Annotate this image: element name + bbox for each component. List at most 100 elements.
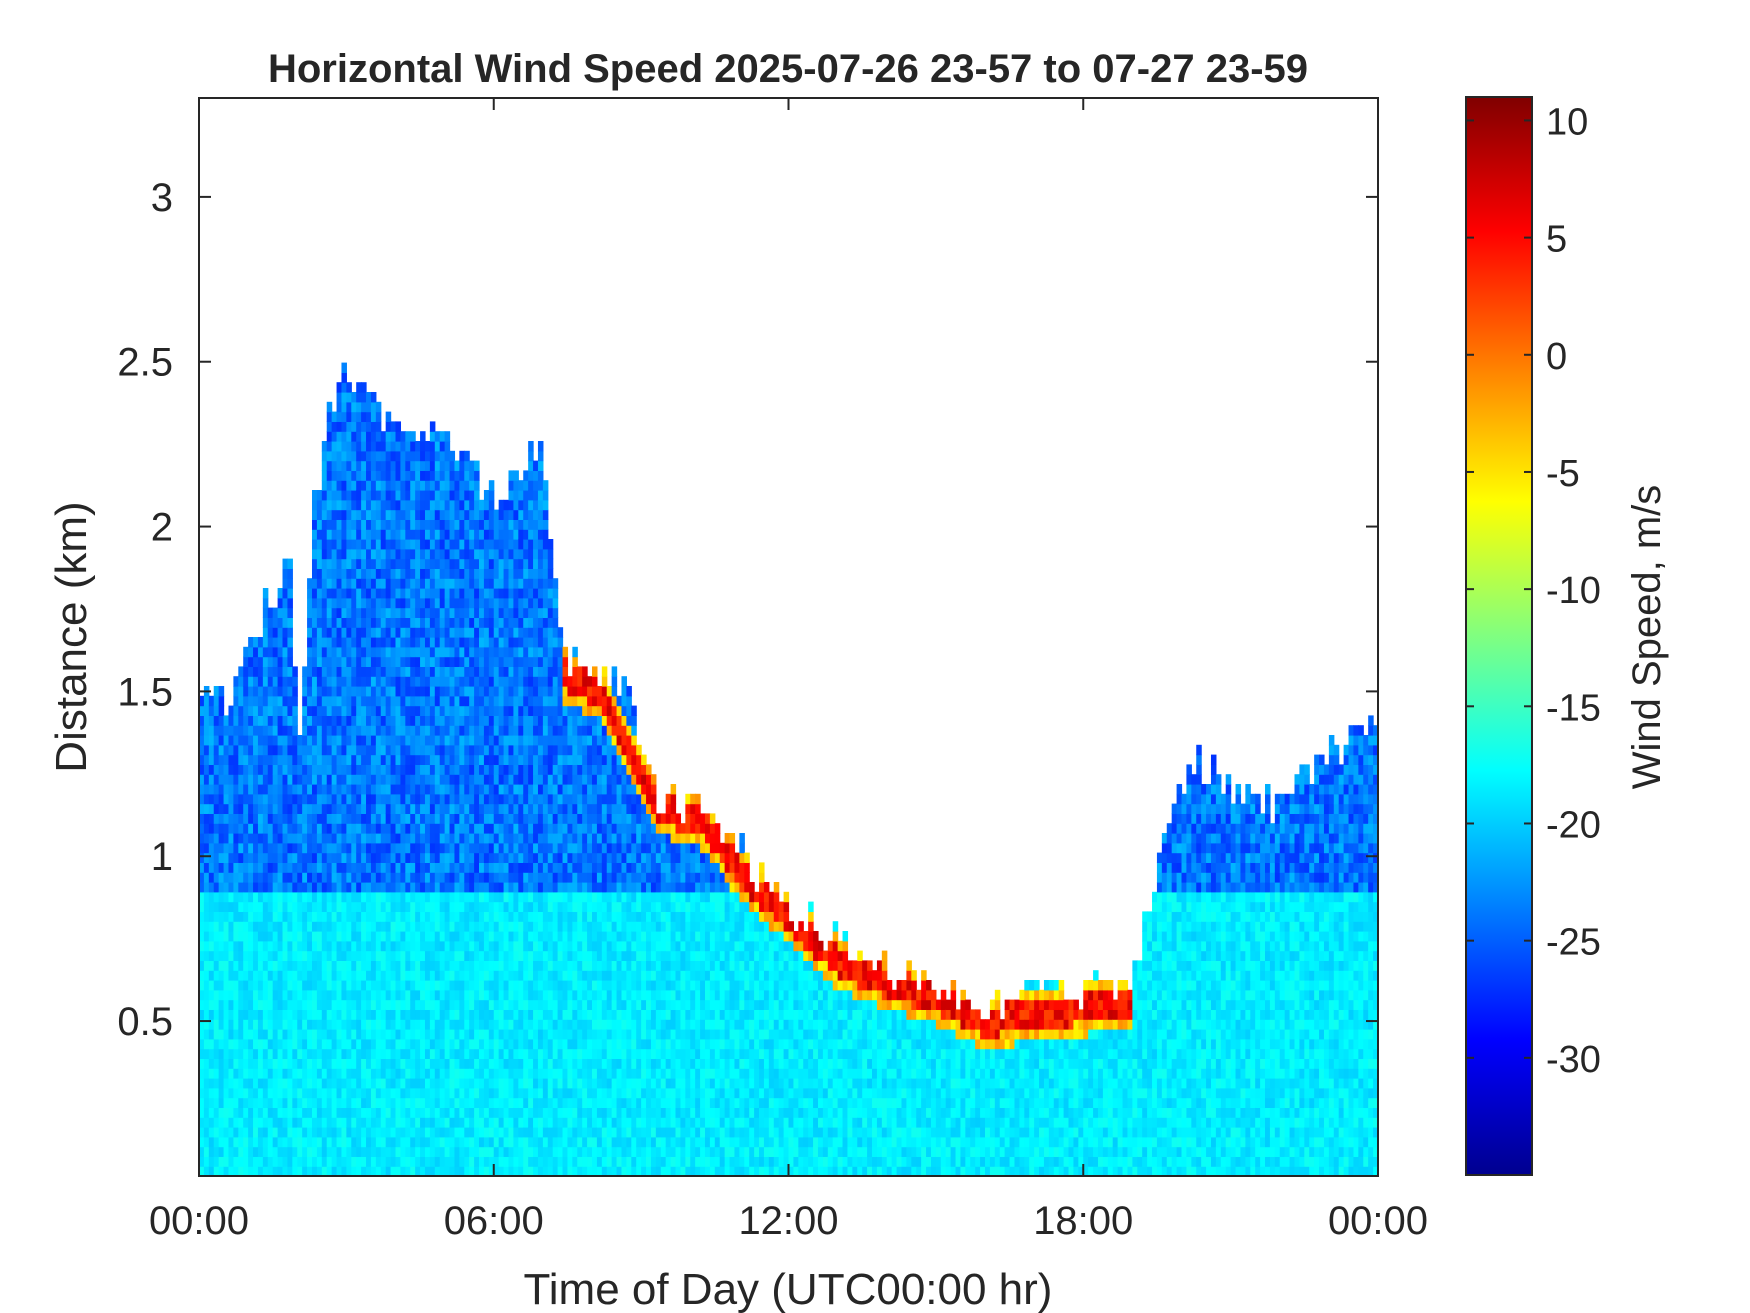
- heatmap-cell: [267, 862, 274, 873]
- heatmap-cell: [479, 529, 485, 540]
- heatmap-cell: [390, 735, 397, 746]
- heatmap-cell: [218, 950, 225, 961]
- heatmap-cell: [454, 617, 460, 628]
- heatmap-cell: [233, 960, 239, 971]
- heatmap-cell: [542, 872, 549, 883]
- heatmap-cell: [228, 1107, 234, 1118]
- heatmap-cell: [331, 470, 338, 481]
- heatmap-cell: [218, 764, 225, 775]
- heatmap-cell: [366, 568, 372, 579]
- heatmap-cell: [508, 548, 514, 560]
- heatmap-cell: [356, 1097, 362, 1108]
- heatmap-cell: [459, 548, 465, 560]
- heatmap-cell: [331, 431, 338, 442]
- heatmap-cell: [493, 539, 500, 550]
- heatmap-cell: [238, 1146, 244, 1157]
- heatmap-cell: [366, 401, 372, 413]
- heatmap-cell: [528, 705, 534, 716]
- heatmap-cell: [479, 1127, 485, 1138]
- heatmap-cell: [439, 1058, 446, 1069]
- heatmap-cell: [341, 862, 347, 873]
- heatmap-cell: [552, 617, 559, 628]
- heatmap-cell: [253, 1146, 259, 1157]
- heatmap-cell: [385, 509, 392, 520]
- heatmap-cell: [267, 793, 274, 805]
- heatmap-cell: [336, 529, 343, 540]
- heatmap-cell: [537, 588, 544, 599]
- heatmap-cell: [424, 725, 431, 736]
- heatmap-cell: [528, 852, 534, 863]
- heatmap-cell: [385, 1097, 392, 1108]
- heatmap-cell: [336, 450, 343, 462]
- heatmap-cell: [262, 1009, 269, 1020]
- heatmap-cell: [311, 940, 318, 952]
- heatmap-cell: [513, 803, 519, 814]
- heatmap-cell: [498, 686, 505, 697]
- heatmap-cell: [208, 774, 215, 785]
- heatmap-cell: [410, 666, 416, 677]
- heatmap-cell: [434, 1166, 441, 1176]
- heatmap-cell: [429, 725, 436, 736]
- heatmap-cell: [375, 588, 382, 599]
- heatmap-cell: [537, 1156, 544, 1167]
- heatmap-cell: [533, 597, 539, 609]
- heatmap-cell: [326, 1146, 333, 1157]
- heatmap-cell: [449, 764, 456, 775]
- heatmap-cell: [415, 1136, 421, 1148]
- heatmap-cell: [282, 656, 289, 667]
- heatmap-cell: [479, 1038, 485, 1050]
- heatmap-cell: [528, 754, 534, 765]
- heatmap-cell: [233, 1136, 239, 1148]
- heatmap-cell: [346, 578, 352, 589]
- heatmap-cell: [321, 539, 328, 550]
- heatmap-cell: [346, 901, 352, 912]
- heatmap-cell: [307, 744, 313, 756]
- heatmap-cell: [302, 882, 308, 893]
- heatmap-cell: [493, 813, 500, 824]
- heatmap-cell: [213, 999, 220, 1010]
- heatmap-cell: [366, 480, 372, 491]
- heatmap-cell: [483, 558, 490, 569]
- heatmap-cell: [366, 833, 372, 844]
- heatmap-cell: [243, 960, 249, 971]
- heatmap-cell: [272, 617, 279, 628]
- heatmap-cell: [552, 1136, 559, 1148]
- heatmap-cell: [493, 901, 500, 912]
- heatmap-cell: [375, 646, 382, 658]
- heatmap-cell: [537, 989, 544, 1001]
- heatmap-cell: [223, 793, 230, 805]
- heatmap-cell: [420, 921, 426, 932]
- heatmap-cell: [331, 676, 338, 687]
- heatmap-cell: [233, 695, 239, 707]
- heatmap-cell: [557, 1127, 564, 1138]
- heatmap-cell: [449, 1068, 456, 1079]
- heatmap-cell: [542, 793, 549, 805]
- heatmap-cell: [459, 617, 465, 628]
- heatmap-cell: [434, 862, 441, 873]
- heatmap-cell: [199, 989, 205, 1001]
- heatmap-cell: [307, 950, 313, 961]
- heatmap-cell: [415, 744, 421, 756]
- heatmap-cell: [518, 999, 524, 1010]
- heatmap-cell: [380, 607, 387, 618]
- heatmap-cell: [429, 754, 436, 765]
- heatmap-cell: [434, 960, 441, 971]
- heatmap-cell: [277, 852, 284, 863]
- heatmap-cell: [439, 715, 446, 726]
- heatmap-cell: [513, 980, 519, 991]
- heatmap-cell: [420, 793, 426, 805]
- heatmap-cell: [277, 784, 284, 795]
- heatmap-cell: [439, 1136, 446, 1148]
- heatmap-cell: [434, 833, 441, 844]
- heatmap-cell: [469, 509, 475, 520]
- heatmap-cell: [272, 1038, 279, 1050]
- heatmap-cell: [331, 931, 338, 942]
- heatmap-cell: [366, 921, 372, 932]
- heatmap-cell: [429, 989, 436, 1001]
- heatmap-cell: [233, 852, 239, 863]
- heatmap-cell: [395, 823, 402, 834]
- heatmap-cell: [370, 1117, 377, 1128]
- heatmap-cell: [483, 744, 490, 756]
- heatmap-cell: [410, 1166, 416, 1176]
- heatmap-cell: [199, 1038, 205, 1050]
